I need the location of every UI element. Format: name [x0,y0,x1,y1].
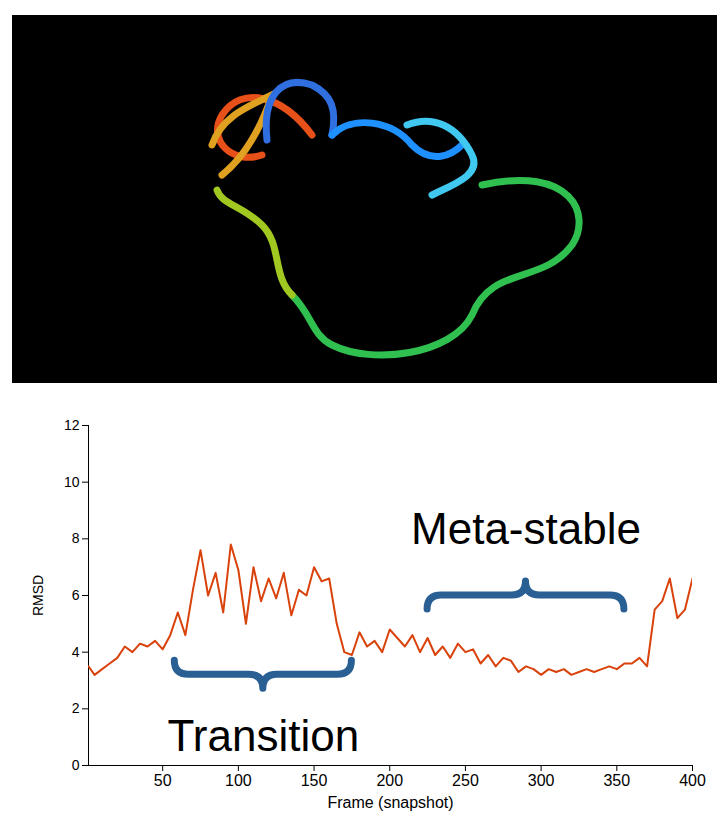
svg-text:300: 300 [528,772,555,789]
svg-text:2: 2 [72,700,80,716]
svg-text:0: 0 [72,757,80,773]
svg-text:Transition: Transition [168,711,360,760]
svg-text:8: 8 [72,530,80,546]
svg-text:Frame (snapshot): Frame (snapshot) [327,794,453,811]
svg-text:400: 400 [679,772,706,789]
svg-text:6: 6 [72,587,80,603]
svg-text:50: 50 [154,772,172,789]
svg-text:RMSD: RMSD [30,575,46,616]
svg-text:200: 200 [376,772,403,789]
svg-text:100: 100 [225,772,252,789]
svg-text:350: 350 [603,772,630,789]
svg-text:10: 10 [64,474,80,490]
svg-text:4: 4 [72,644,80,660]
svg-text:150: 150 [301,772,328,789]
svg-text:Meta-stable: Meta-stable [411,504,641,553]
svg-text:12: 12 [64,417,80,433]
svg-text:250: 250 [452,772,479,789]
